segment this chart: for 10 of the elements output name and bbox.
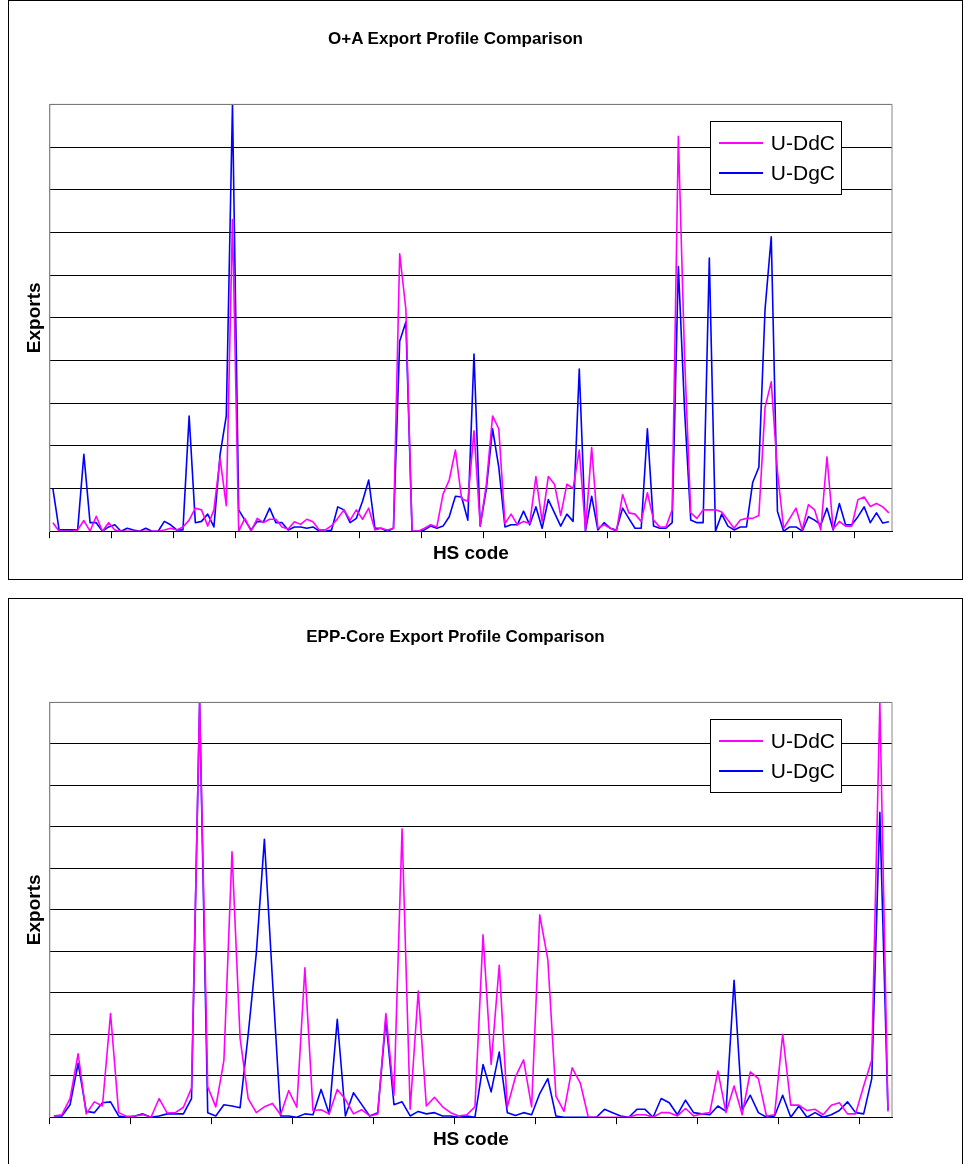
- legend-label: U-DgC: [770, 758, 835, 784]
- legend-label: U-DdC: [770, 130, 835, 156]
- chart-title: EPP-Core Export Profile Comparison: [306, 626, 605, 646]
- x-axis-title: HS code: [432, 541, 509, 563]
- y-axis-title: Exports: [22, 874, 44, 946]
- legend-label: U-DgC: [770, 160, 835, 186]
- chart-title: O+A Export Profile Comparison: [328, 28, 583, 48]
- y-axis-title: Exports: [22, 282, 44, 354]
- legend-label: U-DdC: [770, 728, 835, 754]
- x-axis-title: HS code: [432, 1127, 509, 1149]
